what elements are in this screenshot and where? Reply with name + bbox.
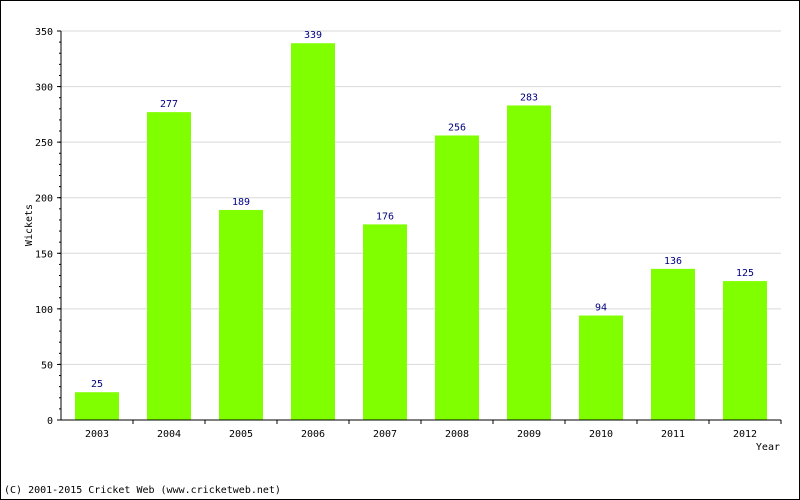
x-tick-label-2008: 2008 bbox=[445, 429, 469, 440]
x-tick-label-2011: 2011 bbox=[661, 429, 685, 440]
value-label-2003: 25 bbox=[91, 379, 103, 390]
bar-2003 bbox=[75, 392, 119, 420]
x-tick-label-2006: 2006 bbox=[301, 429, 325, 440]
bar-2012 bbox=[723, 281, 767, 420]
value-label-2005: 189 bbox=[232, 197, 250, 208]
value-label-2011: 136 bbox=[664, 256, 682, 267]
y-tick-label: 100 bbox=[35, 305, 53, 316]
value-label-2010: 94 bbox=[595, 303, 607, 314]
y-tick-label: 0 bbox=[47, 416, 53, 427]
y-tick-label: 350 bbox=[35, 27, 53, 38]
value-label-2009: 283 bbox=[520, 92, 538, 103]
y-tick-label: 300 bbox=[35, 83, 53, 94]
bar-2009 bbox=[507, 105, 551, 421]
bar-2010 bbox=[579, 315, 623, 420]
bar-2005 bbox=[219, 209, 263, 420]
x-tick-label-2003: 2003 bbox=[85, 429, 109, 440]
x-tick-labels: 2003 2004 2005 2006 2007 2008 2009 2010 2011 2012 bbox=[85, 420, 782, 440]
bar-2004 bbox=[147, 112, 191, 421]
x-tick-label-2005: 2005 bbox=[229, 429, 253, 440]
y-tick-labels: 0 50 100 150 200 250 300 350 bbox=[35, 27, 61, 427]
copyright-footer: (C) 2001-2015 Cricket Web (www.cricketwe… bbox=[4, 485, 281, 496]
x-tick-label-2010: 2010 bbox=[589, 429, 613, 440]
value-label-2007: 176 bbox=[376, 211, 394, 222]
bar-2006 bbox=[291, 43, 335, 421]
x-tick-label-2004: 2004 bbox=[157, 429, 181, 440]
value-label-2006: 339 bbox=[304, 30, 322, 41]
x-tick-label-2009: 2009 bbox=[517, 429, 541, 440]
y-axis-label: Wickets bbox=[24, 204, 35, 246]
value-label-2004: 277 bbox=[160, 99, 178, 110]
y-tick-label: 250 bbox=[35, 138, 53, 149]
x-tick-label-2012: 2012 bbox=[733, 429, 757, 440]
value-labels: 25 277 189 339 176 256 283 94 136 125 bbox=[91, 30, 754, 390]
bar-2008 bbox=[435, 135, 479, 420]
y-tick-label: 200 bbox=[35, 194, 53, 205]
bar-2007 bbox=[363, 224, 407, 420]
x-axis-label: Year bbox=[756, 442, 780, 453]
bars bbox=[75, 43, 767, 421]
x-tick-label-2007: 2007 bbox=[373, 429, 397, 440]
y-tick-label: 150 bbox=[35, 249, 53, 260]
bar-2011 bbox=[651, 268, 695, 420]
value-label-2008: 256 bbox=[448, 122, 466, 133]
value-label-2012: 125 bbox=[736, 268, 754, 279]
y-tick-label: 50 bbox=[41, 360, 53, 371]
